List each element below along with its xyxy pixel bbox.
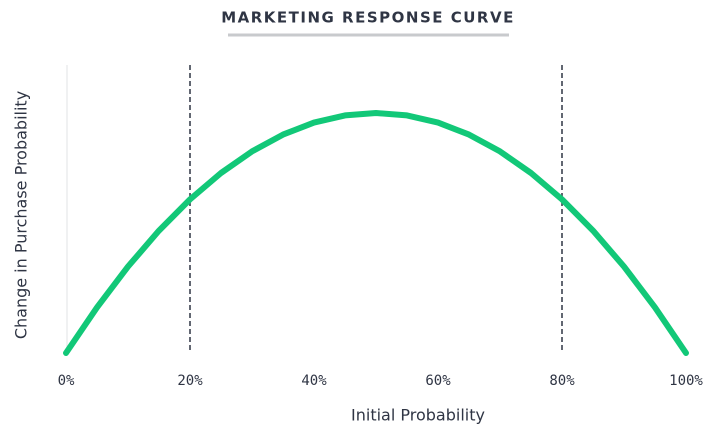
x-tick-label: 40% [301, 373, 327, 389]
response-curve [63, 110, 689, 356]
x-axis-label: Initial Probability [351, 406, 485, 425]
x-tick-label: 100% [669, 373, 703, 389]
chart-title: MARKETING RESPONSE CURVE [221, 9, 515, 27]
y-axis-label: Change in Purchase Probability [12, 91, 31, 339]
x-tick-label: 60% [425, 373, 451, 389]
x-tick-label: 20% [177, 373, 203, 389]
x-tick-label: 0% [58, 373, 75, 389]
x-tick-label: 80% [549, 373, 575, 389]
